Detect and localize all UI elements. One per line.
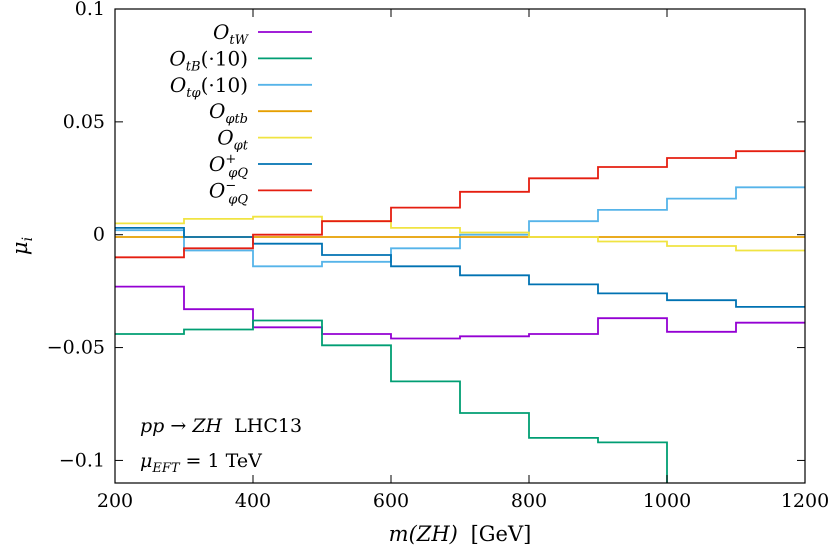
annotation-scale: μEFT = 1 TeV [140, 450, 262, 476]
legend-item: Otφ(·10) [170, 73, 312, 101]
legend-label: O+ φQ [209, 152, 248, 181]
legend-item: Oφt [217, 126, 312, 154]
y-tick-label: −0.05 [47, 337, 105, 359]
legend-label: Oφtb [209, 99, 248, 127]
ticks-layer: 200 400 600 800 1000 1200 0.1 0.05 0 −0.05 −0.1 [47, 0, 829, 512]
legend-item: OtW [213, 20, 312, 48]
annotation-process: pp → ZH LHC13 [140, 415, 302, 437]
series-line-0 [115, 285, 805, 340]
legend-item: Oφtb [209, 99, 312, 127]
x-tick-label: 1200 [781, 490, 829, 512]
series-line-6 [115, 150, 805, 259]
x-tick-label: 600 [373, 490, 409, 512]
x-tick-label: 1000 [643, 490, 691, 512]
y-axis-title: μi [8, 237, 36, 255]
legend-label: Oφt [217, 126, 249, 154]
x-tick-label: 200 [97, 490, 133, 512]
y-tick-label: 0.05 [63, 111, 105, 133]
y-tick-label: −0.1 [59, 449, 105, 471]
series-line-1 [115, 319, 668, 483]
x-tick-label: 800 [511, 490, 547, 512]
legend-item: O+ φQ [209, 152, 312, 181]
series-line-2 [115, 186, 805, 268]
legend-label: O− φQ [209, 178, 248, 207]
y-tick-label: 0.1 [75, 0, 105, 20]
legend-item: OtB(·10) [169, 46, 312, 74]
plot-frame [114, 8, 806, 484]
legend-label: Otφ(·10) [170, 73, 248, 101]
x-axis-title: m(ZH) [GeV] [389, 522, 532, 546]
legend-label: OtW [213, 20, 250, 48]
y-tick-label: 0 [93, 224, 105, 246]
series-line-4 [115, 215, 805, 252]
x-tick-label: 400 [235, 490, 271, 512]
legend-item: O− φQ [209, 178, 312, 207]
series-layer [115, 150, 805, 483]
legend-label: OtB(·10) [169, 46, 248, 74]
